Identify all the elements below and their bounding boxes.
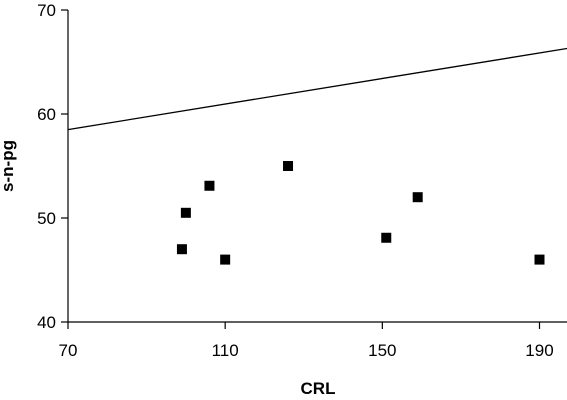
data-point: [534, 254, 545, 265]
y-axis-title: s-n-pg: [0, 140, 17, 192]
x-tick-label: 110: [212, 341, 239, 360]
data-point: [412, 192, 423, 203]
y-tick-label: 60: [37, 105, 56, 124]
data-point: [283, 161, 294, 171]
y-tick-label: 70: [37, 1, 56, 20]
data-point: [220, 254, 231, 265]
x-tick-label: 70: [59, 341, 78, 360]
y-tick-label: 40: [37, 313, 56, 332]
plot-area: [67, 47, 567, 265]
y-ticks: 40 50 60 70: [37, 1, 68, 332]
x-tick-label: 150: [368, 341, 396, 360]
data-point: [204, 180, 215, 191]
data-point: [180, 207, 191, 218]
data-point: [381, 232, 392, 243]
y-tick-label: 50: [37, 209, 56, 228]
x-axis: 70 110 150 190: [59, 321, 567, 360]
y-axis: 40 50 60 70: [37, 1, 69, 332]
trend-line: [67, 47, 567, 131]
data-point: [176, 244, 187, 255]
x-axis-title: CRL: [301, 379, 336, 398]
x-tick-label: 190: [525, 341, 553, 360]
x-ticks: 70 110 150 190: [59, 322, 554, 360]
